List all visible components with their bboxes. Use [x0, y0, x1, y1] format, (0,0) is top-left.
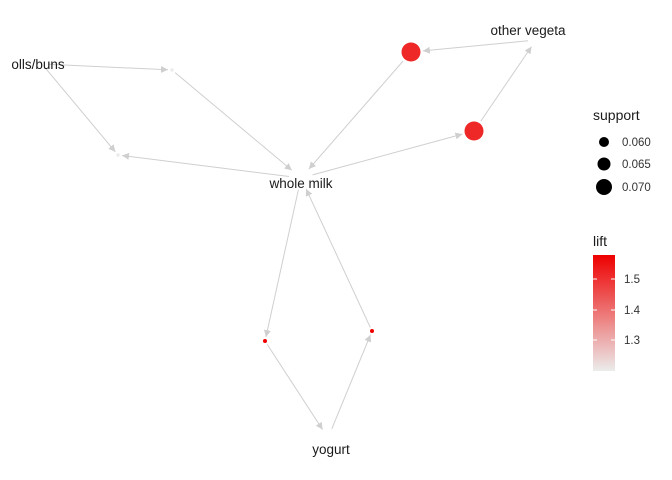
edge-other_veg-to-r3: [422, 40, 529, 54]
support-legend-title: support: [593, 107, 640, 123]
edge-r6-to-whole_milk: [305, 188, 371, 328]
rule-node-r5: [263, 339, 267, 343]
node-label-rolls-buns: olls/buns: [11, 57, 65, 72]
edge-r3-to-whole_milk: [308, 60, 404, 170]
support-key-0-065: [597, 157, 611, 171]
rule-node-r1: [170, 68, 174, 72]
rule-node-r6: [370, 329, 374, 333]
lift-tick-label-1-3: 1.3: [624, 335, 640, 347]
lift-legend-title: lift: [593, 233, 607, 249]
support-key-0-070: [596, 179, 612, 195]
rule-node-r3: [401, 42, 421, 62]
node-label-yogurt: yogurt: [312, 442, 350, 457]
edge-r5-to-yogurt: [266, 344, 324, 430]
lift-tick-label-1-4: 1.4: [624, 305, 641, 317]
rule-nodes: [116, 42, 484, 343]
rule-node-r2: [116, 153, 120, 157]
edge-yogurt-to-r6: [331, 334, 372, 429]
lift-legend: lift 1.5 1.4 1.3: [593, 233, 641, 371]
edge-r4-to-other_veg: [480, 46, 532, 122]
edge-whole_milk-to-r4: [312, 132, 463, 176]
edge-whole_milk-to-r2: [121, 152, 290, 177]
node-label-whole-milk: whole milk: [268, 176, 332, 191]
edge-r1-to-whole_milk: [174, 72, 293, 171]
edges: [45, 40, 532, 430]
support-key-label-0-070: 0.070: [622, 182, 651, 194]
node-label-other-vegetables: other vegeta: [490, 23, 566, 38]
edge-whole_milk-to-r5: [263, 189, 299, 338]
lift-tick-label-1-5: 1.5: [624, 274, 640, 286]
support-key-label-0-065: 0.065: [622, 159, 651, 171]
edge-rolls-to-r1: [47, 63, 169, 73]
support-legend: support 0.060 0.065 0.070: [593, 107, 651, 195]
lift-colorbar: [593, 255, 615, 371]
support-key-0-060: [599, 137, 609, 147]
support-key-label-0-060: 0.060: [622, 137, 651, 149]
rule-node-r4: [464, 121, 484, 141]
edge-rolls-to-r2: [45, 68, 116, 153]
